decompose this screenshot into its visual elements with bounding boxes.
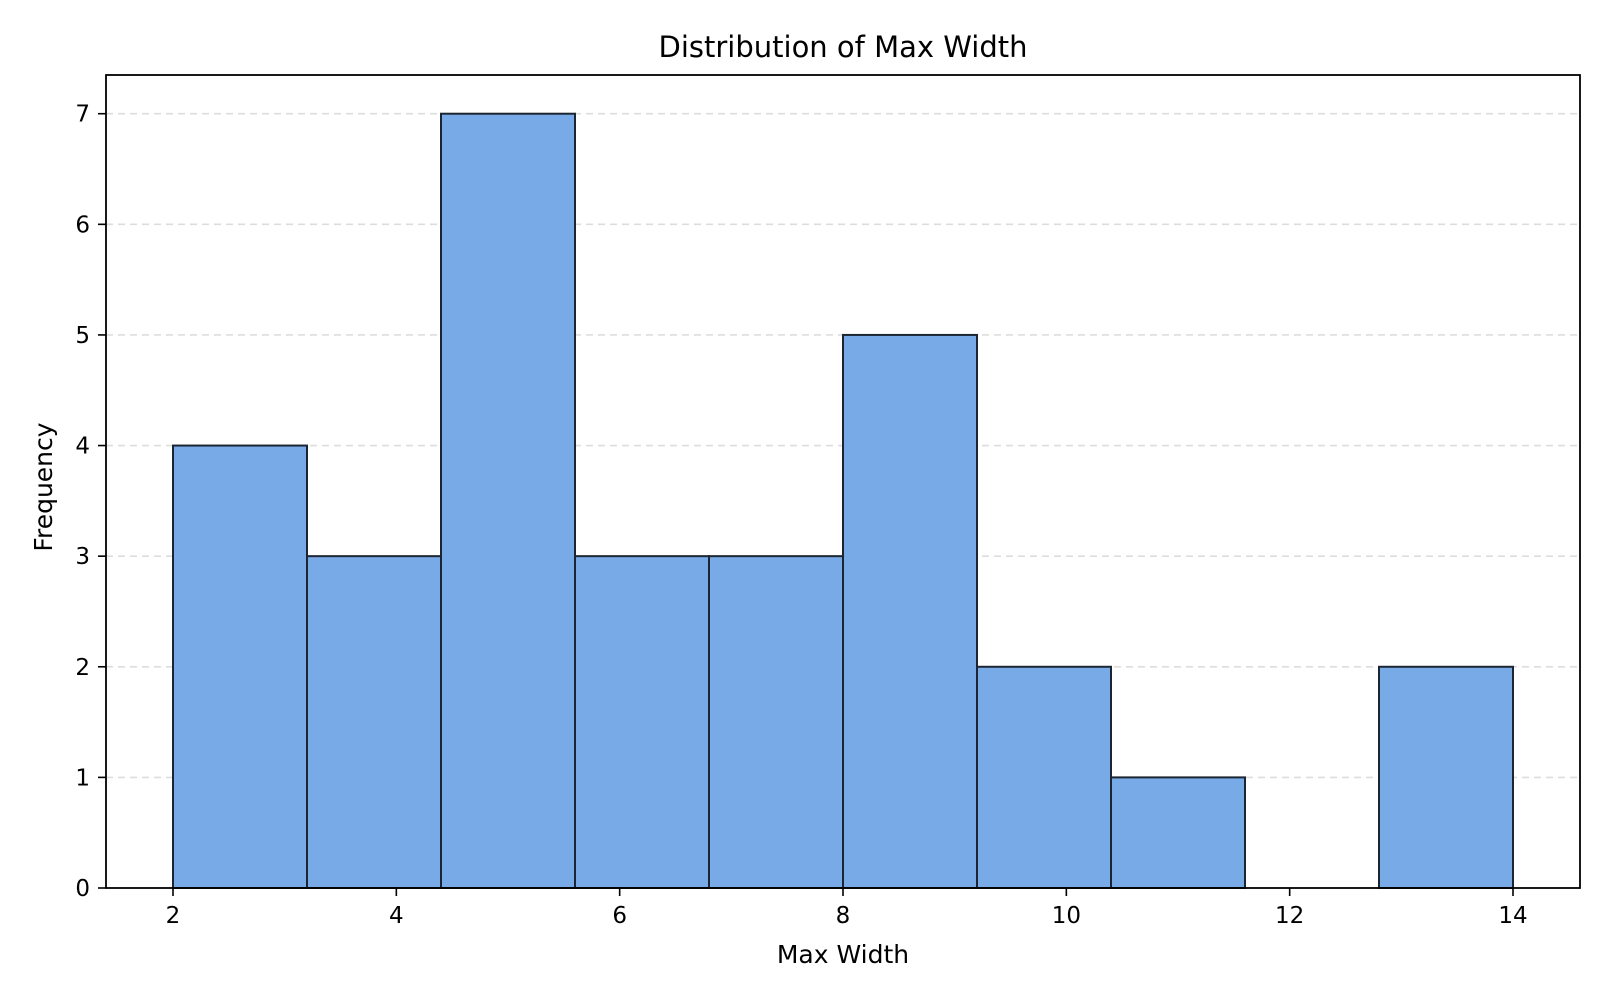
histogram-bars — [172, 112, 1514, 889]
histogram-bar — [306, 555, 442, 889]
x-axis-label: Max Width — [777, 940, 909, 969]
chart-title: Distribution of Max Width — [659, 30, 1028, 64]
y-tick-label: 5 — [75, 323, 90, 349]
y-tick-label: 1 — [75, 765, 90, 791]
x-tick-label: 6 — [612, 903, 627, 929]
histogram-bar — [1110, 776, 1246, 889]
histogram-bar — [172, 444, 308, 889]
x-tick-label: 4 — [389, 903, 404, 929]
y-tick-label: 6 — [75, 212, 90, 238]
y-tick-label: 0 — [75, 876, 90, 902]
x-tick-label: 10 — [1052, 903, 1081, 929]
x-tick-label: 2 — [166, 903, 181, 929]
histogram-bar — [574, 555, 710, 889]
plot-area-frame — [105, 74, 1581, 889]
y-tick-label: 2 — [75, 655, 90, 681]
histogram-bar — [1378, 665, 1514, 889]
y-tick-label: 3 — [75, 544, 90, 570]
histogram-bar — [976, 665, 1112, 889]
x-tick-label: 12 — [1275, 903, 1304, 929]
y-tick-label: 7 — [75, 102, 90, 128]
histogram-bar — [708, 555, 844, 889]
histogram-bar — [440, 112, 576, 889]
histogram-bar — [842, 333, 978, 889]
x-tick-label: 14 — [1498, 903, 1527, 929]
x-tick-label: 8 — [836, 903, 851, 929]
y-axis-label: Frequency — [29, 422, 58, 551]
y-tick-label: 4 — [75, 434, 90, 460]
